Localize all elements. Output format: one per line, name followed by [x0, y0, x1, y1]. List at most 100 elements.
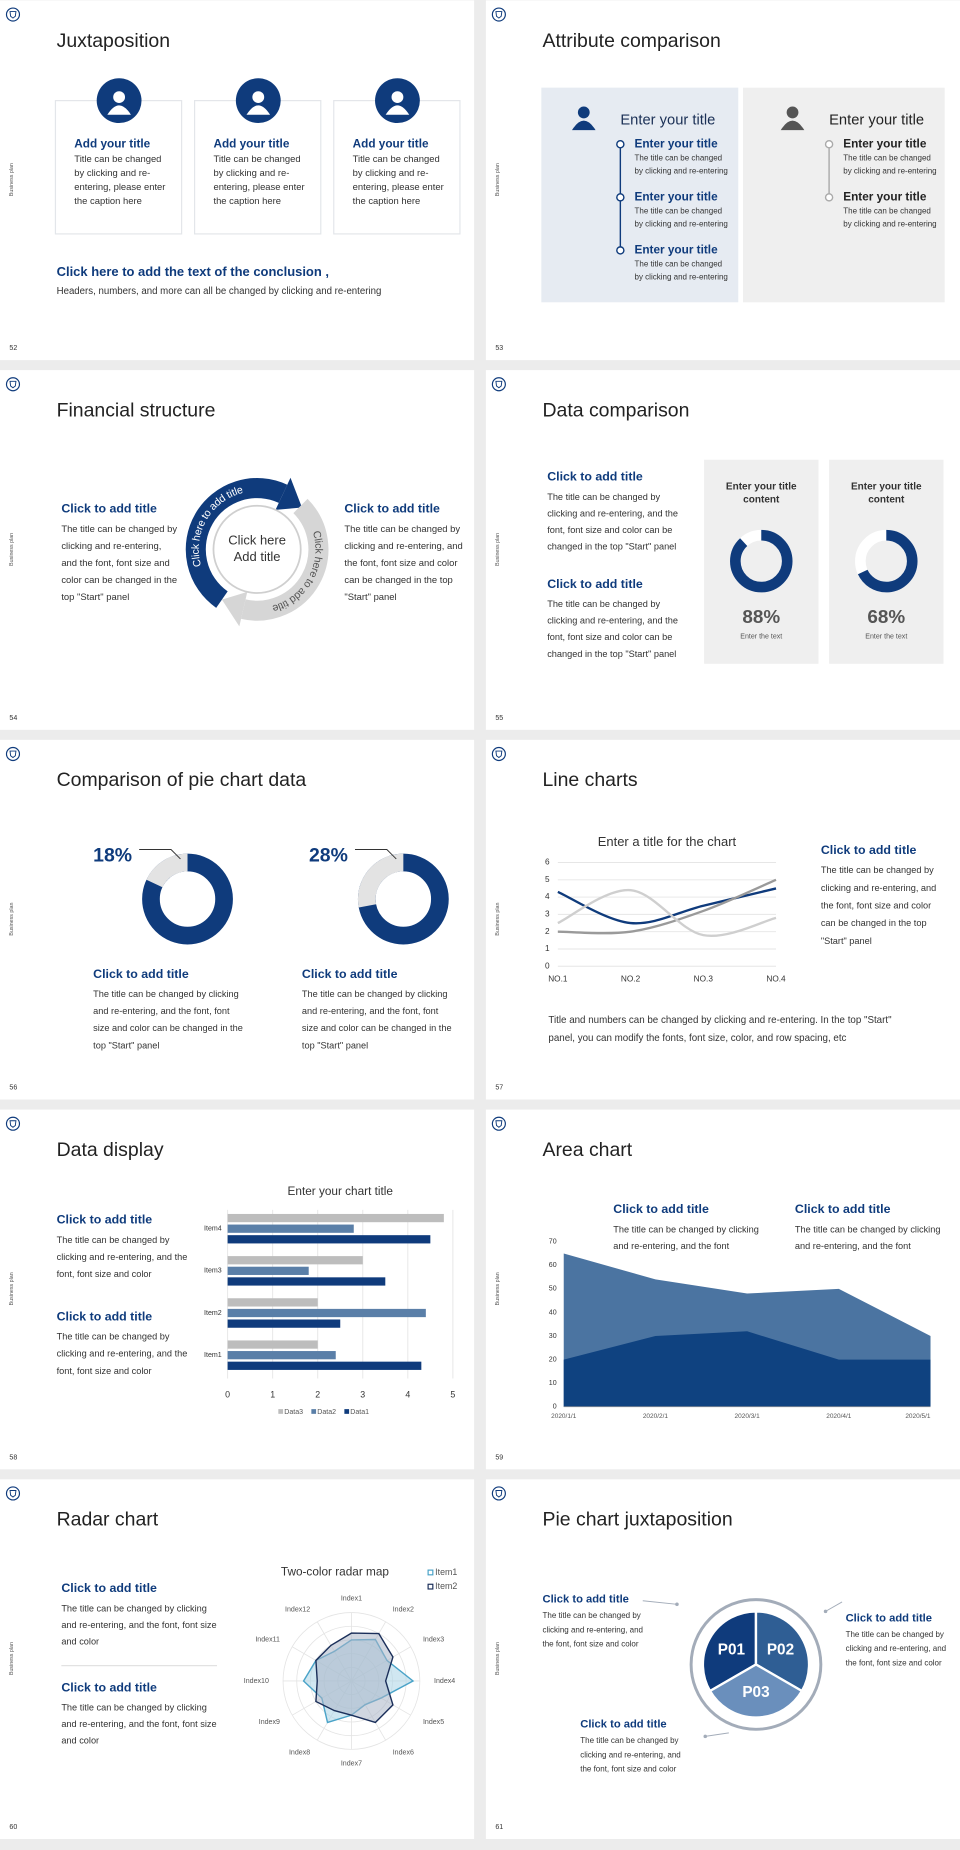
- x-tick-label: 5: [450, 1389, 455, 1399]
- text-line: content: [743, 494, 780, 505]
- text-line: The title can be changed: [843, 154, 931, 163]
- logo: [5, 1116, 21, 1131]
- side-label: Business plan: [495, 903, 501, 936]
- conclusion-title: Click here to add the text of the conclu…: [57, 264, 329, 279]
- leader-line: [354, 849, 397, 860]
- radar-series: [315, 1632, 394, 1724]
- text-line: by clicking and re-entering: [634, 273, 727, 282]
- panel-title: Enter your title: [829, 113, 924, 129]
- logo: [5, 377, 21, 392]
- logo-mark: [9, 11, 17, 19]
- segment-label: P01: [718, 1641, 746, 1658]
- item-title: Enter your title: [843, 190, 927, 203]
- text-line: Title can be changed: [353, 153, 440, 164]
- axis-label: Index6: [393, 1749, 414, 1756]
- bar: [227, 1224, 354, 1233]
- x-tick-label: 3: [360, 1389, 365, 1399]
- block-title: Click to add title: [580, 1719, 666, 1731]
- y-tick-label: 2: [545, 927, 550, 936]
- text-line: font, font size and color: [57, 1366, 152, 1376]
- y-tick-label: 50: [549, 1286, 557, 1293]
- icon-head: [252, 91, 265, 103]
- slide: 59 Business plan Area chart Click to add ti…: [485, 1109, 960, 1470]
- slide-title: Line charts: [543, 769, 638, 791]
- logo-mark: [495, 750, 503, 759]
- text-line: Click here: [228, 533, 286, 548]
- text-line: The title can be changed by clicking: [61, 1603, 207, 1613]
- block-title: Click to add title: [61, 1680, 157, 1694]
- bar: [227, 1308, 426, 1318]
- x-tick-label: NO.2: [621, 974, 641, 983]
- bar: [227, 1298, 318, 1307]
- block-title: Click to add title: [543, 1594, 629, 1606]
- side-label: Business plan: [9, 163, 15, 196]
- text-line: clicking and re-entering, and: [846, 1644, 947, 1653]
- text-line: and re-entering, and the font: [795, 1241, 911, 1251]
- y-tick-label: 10: [549, 1380, 557, 1387]
- icon-head: [577, 106, 590, 119]
- text-line: the caption here: [74, 195, 142, 206]
- text-line: and re-entering, and the font, font size: [61, 1620, 216, 1630]
- card-title: Add your title: [353, 137, 429, 150]
- text-line: clicking and re-entering, and: [344, 540, 462, 551]
- x-tick-label: NO.3: [694, 974, 714, 983]
- slide-number: 58: [9, 1454, 17, 1461]
- block-title: Click to add title: [821, 843, 917, 857]
- axis-label: Index8: [289, 1749, 310, 1756]
- icon-body: [385, 105, 410, 115]
- y-tick-label: Item4: [204, 1226, 222, 1233]
- card: [704, 459, 819, 664]
- axis-label: Index2: [393, 1606, 414, 1613]
- slide-title: Radar chart: [57, 1509, 159, 1531]
- slide: 56 Business plan Comparison of pie chart d…: [0, 739, 475, 1100]
- card: [829, 459, 944, 664]
- text-line: The title can be changed by: [821, 865, 934, 875]
- line-series: [557, 887, 777, 925]
- block-title: Click to add title: [547, 470, 643, 484]
- axis-label: Index1: [341, 1595, 362, 1602]
- connector-dot: [823, 1609, 828, 1614]
- logo-mark: [495, 380, 503, 389]
- timeline-dot: [616, 193, 625, 202]
- text-line: The title can be changed by clicking: [302, 989, 448, 999]
- gauge-arc: [855, 529, 918, 593]
- text-line: clicking and re-entering, and the: [57, 1252, 188, 1262]
- legend-label: Item1: [435, 1567, 457, 1577]
- bar: [227, 1340, 318, 1349]
- legend-swatch: [344, 1409, 350, 1414]
- text-line: The title can be changed by: [57, 1332, 170, 1342]
- side-label: Business plan: [9, 533, 15, 566]
- text-line: top "Start" panel: [93, 1040, 159, 1050]
- axis-label: Index4: [434, 1678, 455, 1685]
- text-line: by clicking and re-: [213, 167, 289, 178]
- logo-mark: [9, 1490, 17, 1498]
- text-line: the font, font size and color: [846, 1658, 942, 1667]
- slide: 60 Business plan Radar chart Click to add t…: [0, 1479, 475, 1840]
- block-title: Click to add title: [613, 1202, 709, 1216]
- slide: 58 Business plan Data display Click to add …: [0, 1109, 475, 1470]
- item-title: Enter your title: [843, 137, 927, 150]
- y-tick-label: Item1: [204, 1352, 222, 1359]
- connector-dot: [675, 1602, 679, 1607]
- legend-swatch: [311, 1409, 317, 1414]
- timeline-dot: [824, 140, 834, 149]
- outer-ring: [689, 1598, 823, 1731]
- legend-label: Data2: [317, 1409, 336, 1416]
- text-line: and re-entering, and the font, font: [93, 1006, 230, 1016]
- text-line: by clicking and re-entering: [634, 220, 727, 229]
- legend-label: Data1: [350, 1409, 369, 1416]
- text-line: content: [868, 494, 905, 505]
- legend-label: Item2: [435, 1581, 457, 1591]
- panel: [742, 87, 945, 303]
- slide-number: 57: [495, 1085, 503, 1092]
- side-label: Business plan: [495, 533, 501, 566]
- x-tick-label: 2020/4/1: [826, 1413, 852, 1420]
- text-line: "Start" panel: [344, 591, 396, 602]
- text-line: The title can be changed: [634, 260, 722, 269]
- connector: [705, 1732, 729, 1737]
- y-tick-label: 1: [545, 944, 550, 953]
- logo: [5, 7, 21, 22]
- text-line: The title can be changed by: [846, 1630, 944, 1639]
- text-line: entering, please enter: [353, 181, 444, 192]
- text-line: font, font size and color can be: [547, 525, 672, 535]
